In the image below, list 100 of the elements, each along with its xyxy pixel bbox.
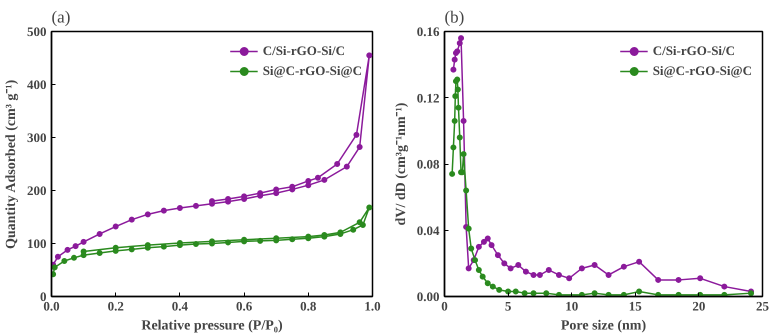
- point: [512, 288, 519, 295]
- point: [530, 290, 537, 296]
- legend-label: C/Si-rGO-Si/C: [262, 43, 346, 59]
- y-tick-label: 200: [27, 183, 46, 198]
- point: [366, 204, 372, 210]
- y-tick-label: 0.04: [416, 222, 440, 238]
- point: [350, 226, 356, 233]
- point: [456, 40, 463, 46]
- point: [636, 258, 642, 265]
- y-tick-label: 500: [27, 24, 46, 39]
- x-tick-label: 0.8: [300, 298, 317, 314]
- point: [484, 236, 491, 242]
- point: [468, 245, 474, 252]
- point: [556, 292, 562, 296]
- point: [476, 244, 482, 250]
- point: [536, 272, 543, 278]
- y-axis-title: dV/ dD (cm³g⁻¹nm⁻¹): [394, 102, 409, 226]
- point: [52, 264, 58, 270]
- point: [257, 238, 264, 244]
- y-tick-label: 0.00: [416, 289, 440, 304]
- point: [546, 267, 552, 273]
- y-tick-label: 0.16: [416, 24, 440, 39]
- x-tick-label: 1.0: [364, 298, 381, 314]
- point: [61, 258, 68, 264]
- point: [476, 267, 482, 273]
- y-axis-title: Quantity Adsorbed (cm³ g⁻¹): [4, 79, 19, 250]
- point: [466, 226, 472, 232]
- point: [606, 292, 612, 296]
- point: [458, 35, 464, 42]
- point: [490, 284, 496, 290]
- x-tick-label: 25: [756, 298, 770, 314]
- point: [192, 241, 199, 248]
- point: [96, 230, 103, 237]
- y-tick-label: 0.08: [416, 156, 440, 172]
- point: [64, 246, 71, 253]
- x-tick-label: 15: [628, 298, 642, 314]
- point: [72, 243, 79, 250]
- point: [592, 290, 598, 296]
- point: [356, 144, 363, 150]
- point: [496, 286, 502, 293]
- x-tick-label: 20: [692, 298, 706, 314]
- point: [225, 239, 232, 246]
- point: [466, 265, 472, 272]
- point: [530, 272, 537, 278]
- x-tick-label: 0.4: [172, 298, 189, 314]
- chart-title: (b): [444, 8, 464, 26]
- point: [494, 252, 501, 258]
- point: [566, 275, 572, 282]
- point: [522, 290, 528, 296]
- point: [697, 275, 704, 282]
- y-tick-label: 300: [27, 130, 46, 145]
- point: [452, 118, 458, 124]
- point: [463, 188, 470, 194]
- point: [449, 170, 456, 177]
- point: [620, 292, 627, 296]
- point: [543, 290, 550, 296]
- point: [353, 132, 360, 138]
- point: [450, 66, 456, 73]
- point: [721, 292, 728, 296]
- x-tick-label: 5: [504, 298, 512, 314]
- point: [334, 161, 340, 167]
- point: [176, 204, 183, 211]
- point: [70, 254, 77, 261]
- y-tick-label: 100: [27, 236, 46, 251]
- point: [505, 288, 512, 295]
- point: [676, 276, 682, 283]
- chart-title: (a): [52, 8, 70, 26]
- point: [356, 219, 363, 226]
- point: [620, 264, 627, 270]
- point: [452, 56, 458, 63]
- point: [515, 262, 522, 268]
- point: [480, 238, 487, 245]
- point: [128, 216, 135, 223]
- y-tick-label: 400: [27, 77, 46, 92]
- legend-label: Si@C-rGO-Si@C: [262, 63, 362, 79]
- point: [454, 86, 461, 92]
- point: [460, 118, 467, 124]
- point: [314, 174, 321, 181]
- point: [112, 224, 119, 230]
- x-tick-label: 10: [565, 298, 578, 314]
- point: [721, 284, 728, 290]
- legend-label: C/Si-rGO-Si/C: [652, 43, 736, 59]
- point: [192, 202, 199, 209]
- point: [456, 134, 463, 140]
- point: [321, 176, 328, 183]
- point: [305, 178, 312, 184]
- x-tick-label: 0.2: [108, 298, 124, 314]
- point: [522, 268, 529, 275]
- point: [578, 292, 585, 296]
- x-axis-title: Relative pressure (P/P₀): [141, 318, 283, 334]
- point: [144, 211, 151, 218]
- point: [289, 236, 296, 242]
- point: [160, 208, 167, 214]
- point: [344, 164, 350, 170]
- point: [455, 104, 462, 111]
- point: [480, 274, 486, 280]
- point: [484, 280, 491, 286]
- point: [676, 292, 682, 296]
- point: [606, 272, 612, 278]
- point: [655, 276, 662, 283]
